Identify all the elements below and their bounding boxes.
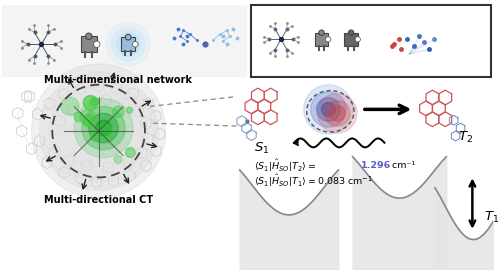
Circle shape: [126, 34, 131, 40]
Circle shape: [89, 113, 118, 143]
Circle shape: [126, 148, 136, 157]
Circle shape: [326, 37, 331, 42]
Text: $T_2$: $T_2$: [458, 130, 472, 144]
Bar: [344, 33, 358, 46]
Circle shape: [83, 95, 98, 110]
Circle shape: [40, 72, 158, 190]
Circle shape: [106, 22, 150, 66]
Text: 1.296: 1.296: [361, 161, 391, 170]
Circle shape: [74, 99, 133, 158]
Circle shape: [74, 112, 84, 122]
Circle shape: [96, 124, 112, 140]
Text: $T_1$: $T_1$: [484, 210, 500, 225]
Circle shape: [310, 92, 346, 127]
Circle shape: [324, 101, 350, 126]
Circle shape: [116, 33, 140, 56]
Text: $\langle S_1|\hat{H}_{SO}|T_2\rangle =$: $\langle S_1|\hat{H}_{SO}|T_2\rangle =$: [254, 157, 317, 174]
Circle shape: [316, 98, 340, 121]
Circle shape: [90, 129, 102, 142]
Text: Multi-dimensional network: Multi-dimensional network: [44, 75, 193, 85]
Bar: [81, 36, 96, 52]
Circle shape: [82, 107, 125, 150]
Circle shape: [322, 102, 336, 116]
Text: $\langle S_1|\hat{H}_{SO}|T_1\rangle = 0.083$ cm$^{-1}$: $\langle S_1|\hat{H}_{SO}|T_1\rangle = 0…: [254, 172, 374, 189]
Circle shape: [80, 109, 96, 125]
Text: Multi-directional CT: Multi-directional CT: [44, 195, 153, 205]
Circle shape: [50, 82, 148, 180]
Circle shape: [94, 41, 100, 47]
Circle shape: [82, 115, 95, 127]
Circle shape: [348, 30, 354, 35]
Circle shape: [86, 33, 92, 40]
Circle shape: [319, 30, 324, 35]
Circle shape: [32, 64, 166, 198]
Circle shape: [112, 28, 145, 61]
Circle shape: [112, 106, 124, 118]
Circle shape: [330, 105, 345, 121]
Bar: [121, 37, 136, 51]
Bar: [252, 5, 491, 77]
Text: $S_1$: $S_1$: [254, 141, 270, 156]
Circle shape: [96, 120, 112, 136]
Circle shape: [318, 93, 357, 133]
Circle shape: [90, 98, 99, 106]
Circle shape: [126, 107, 132, 113]
Text: cm⁻¹: cm⁻¹: [388, 161, 415, 170]
Bar: [315, 33, 328, 46]
Circle shape: [132, 41, 138, 47]
Bar: [2, 5, 246, 77]
Circle shape: [114, 156, 122, 163]
Circle shape: [355, 37, 360, 42]
Circle shape: [61, 97, 79, 115]
Circle shape: [304, 85, 353, 134]
